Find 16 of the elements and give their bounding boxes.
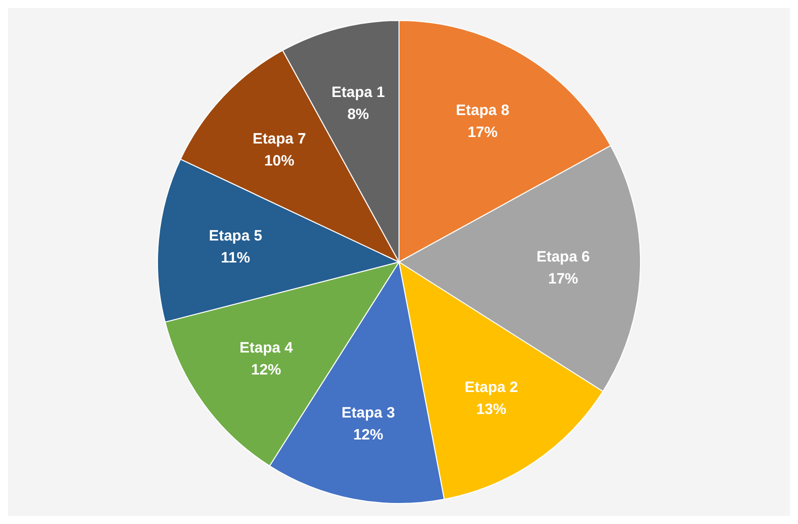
data-label: 17% — [468, 124, 498, 141]
data-label: 10% — [264, 152, 294, 170]
slice-label: Etapa 1 — [331, 84, 385, 102]
slice-label: Etapa 2 — [464, 378, 518, 396]
slice-label: Etapa 5 — [208, 228, 262, 245]
slice-label: Etapa 3 — [342, 404, 395, 422]
data-label: 8% — [347, 106, 370, 124]
slice-label: Etapa 6 — [536, 248, 590, 266]
slice-label: Etapa 4 — [239, 340, 294, 357]
slice-label: Etapa 8 — [456, 102, 510, 119]
data-label: 12% — [353, 426, 384, 444]
data-label: 17% — [548, 270, 578, 288]
data-label: 12% — [251, 362, 282, 379]
data-label: 11% — [220, 250, 250, 267]
slice-label: Etapa 7 — [252, 130, 306, 148]
data-label: 13% — [476, 400, 506, 418]
